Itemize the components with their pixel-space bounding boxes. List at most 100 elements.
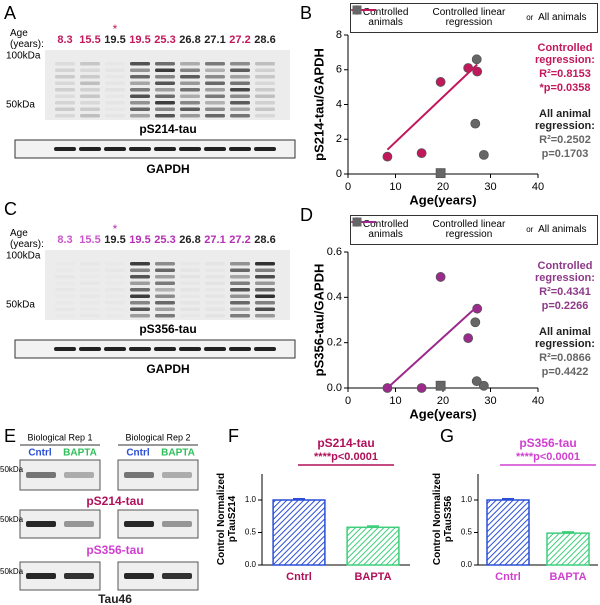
blot-band	[155, 81, 175, 85]
blot-band	[230, 101, 250, 105]
blot-band	[180, 301, 200, 305]
comparison-label: pS214-tau	[317, 436, 374, 450]
blot-band	[80, 88, 100, 92]
blot-band	[130, 275, 150, 279]
data-point	[472, 66, 483, 77]
blot-band	[180, 62, 200, 66]
age-label: 19.5	[104, 234, 125, 246]
blot-band	[205, 262, 225, 266]
annotation: R²=0.4341	[539, 286, 591, 298]
blot-band	[80, 275, 100, 279]
blot-band	[155, 307, 175, 311]
blot-band	[130, 294, 150, 298]
blot-band	[26, 573, 56, 579]
blot-band	[55, 107, 75, 111]
blot-band	[180, 282, 200, 286]
blot-band	[180, 68, 200, 72]
blot-band	[180, 114, 200, 118]
blot-band	[230, 114, 250, 118]
blot-band	[80, 68, 100, 72]
blot-band	[162, 521, 192, 527]
blot-band	[205, 75, 225, 79]
blot-band	[255, 68, 275, 72]
blot-band	[105, 108, 125, 112]
blot-band	[205, 308, 225, 312]
blot-band	[205, 101, 225, 105]
panel-letter: C	[4, 199, 17, 219]
blot-band	[130, 107, 150, 111]
data-point	[463, 333, 474, 344]
x-tick-label: 40	[532, 181, 544, 193]
blot-band	[230, 62, 250, 66]
mw-marker: 50kDa	[0, 465, 24, 474]
loading-label: GAPDH	[146, 362, 189, 376]
blot-band	[105, 62, 125, 66]
blot-band	[55, 75, 75, 79]
data-point	[382, 151, 393, 162]
blot-band	[105, 262, 125, 266]
asterisk: *	[113, 22, 118, 36]
mw-marker: 100kDa	[6, 51, 41, 62]
loading-band	[129, 147, 151, 151]
blot-band	[155, 275, 175, 279]
legend: Controlled animals Controlled linear regr…	[350, 3, 598, 33]
age-label: 28.6	[254, 234, 275, 246]
loading-band	[129, 347, 151, 351]
x-tick-label: Cntrl	[495, 571, 521, 583]
blot-band	[80, 94, 100, 98]
blot-band	[55, 262, 75, 266]
panel-letter: G	[440, 426, 454, 446]
blot-band	[55, 295, 75, 299]
blot-band	[230, 75, 250, 79]
blot-band	[230, 281, 250, 285]
y-tick-label: 8	[336, 29, 342, 41]
y-axis-label: pS214-tau/GAPDH	[311, 48, 326, 161]
x-tick-label: 20	[437, 181, 449, 193]
blot-band	[155, 268, 175, 272]
annotation-block: Controlled regression: R²=0.4341 p=0.2266 A…	[530, 258, 600, 378]
loading-band	[229, 147, 251, 151]
x-tick-label: 0	[345, 181, 351, 193]
legend-label: Controlled linear regression	[432, 7, 506, 28]
blot-band	[80, 301, 100, 305]
blot-band	[130, 101, 150, 105]
age-label: 27.1	[204, 34, 225, 46]
target-label: pS214-tau	[86, 494, 143, 508]
blot-band	[105, 308, 125, 312]
blot-band	[255, 307, 275, 311]
blot-band	[130, 88, 150, 92]
loading-band	[104, 347, 126, 351]
asterisk: *	[113, 222, 118, 236]
blot-band	[130, 68, 150, 72]
age-label: 19.5	[129, 34, 150, 46]
blot-band	[230, 81, 250, 85]
loading-band	[254, 147, 276, 151]
y-tick-label: 6	[336, 64, 342, 76]
blot-band	[180, 94, 200, 98]
loading-band	[204, 147, 226, 151]
blot-band	[26, 472, 56, 478]
blot-band	[155, 88, 175, 92]
loading-band	[179, 147, 201, 151]
x-tick-label: BAPTA	[354, 571, 391, 583]
blot-band	[205, 301, 225, 305]
age-label: 26.8	[179, 34, 200, 46]
blot-band	[130, 268, 150, 272]
blot-band	[205, 295, 225, 299]
significance-label: ****p<0.0001	[314, 451, 378, 463]
blot-band	[130, 262, 150, 266]
age-label: 8.3	[57, 234, 72, 246]
x-tick-label: 20	[437, 395, 449, 407]
blot-band	[255, 81, 275, 85]
legend-label: Controlled linear regression	[432, 219, 506, 240]
legend-marker	[352, 5, 362, 15]
y-tick-label: 0.0	[461, 560, 473, 569]
blot-band	[255, 268, 275, 272]
blot-band	[80, 262, 100, 266]
mw-marker: 50kDa	[6, 100, 35, 111]
y-axis-label: Control Normalized pTauS356	[432, 472, 454, 565]
age-label: 25.3	[154, 234, 175, 246]
y-axis-label: Control Normalized pTauS214	[216, 472, 238, 565]
